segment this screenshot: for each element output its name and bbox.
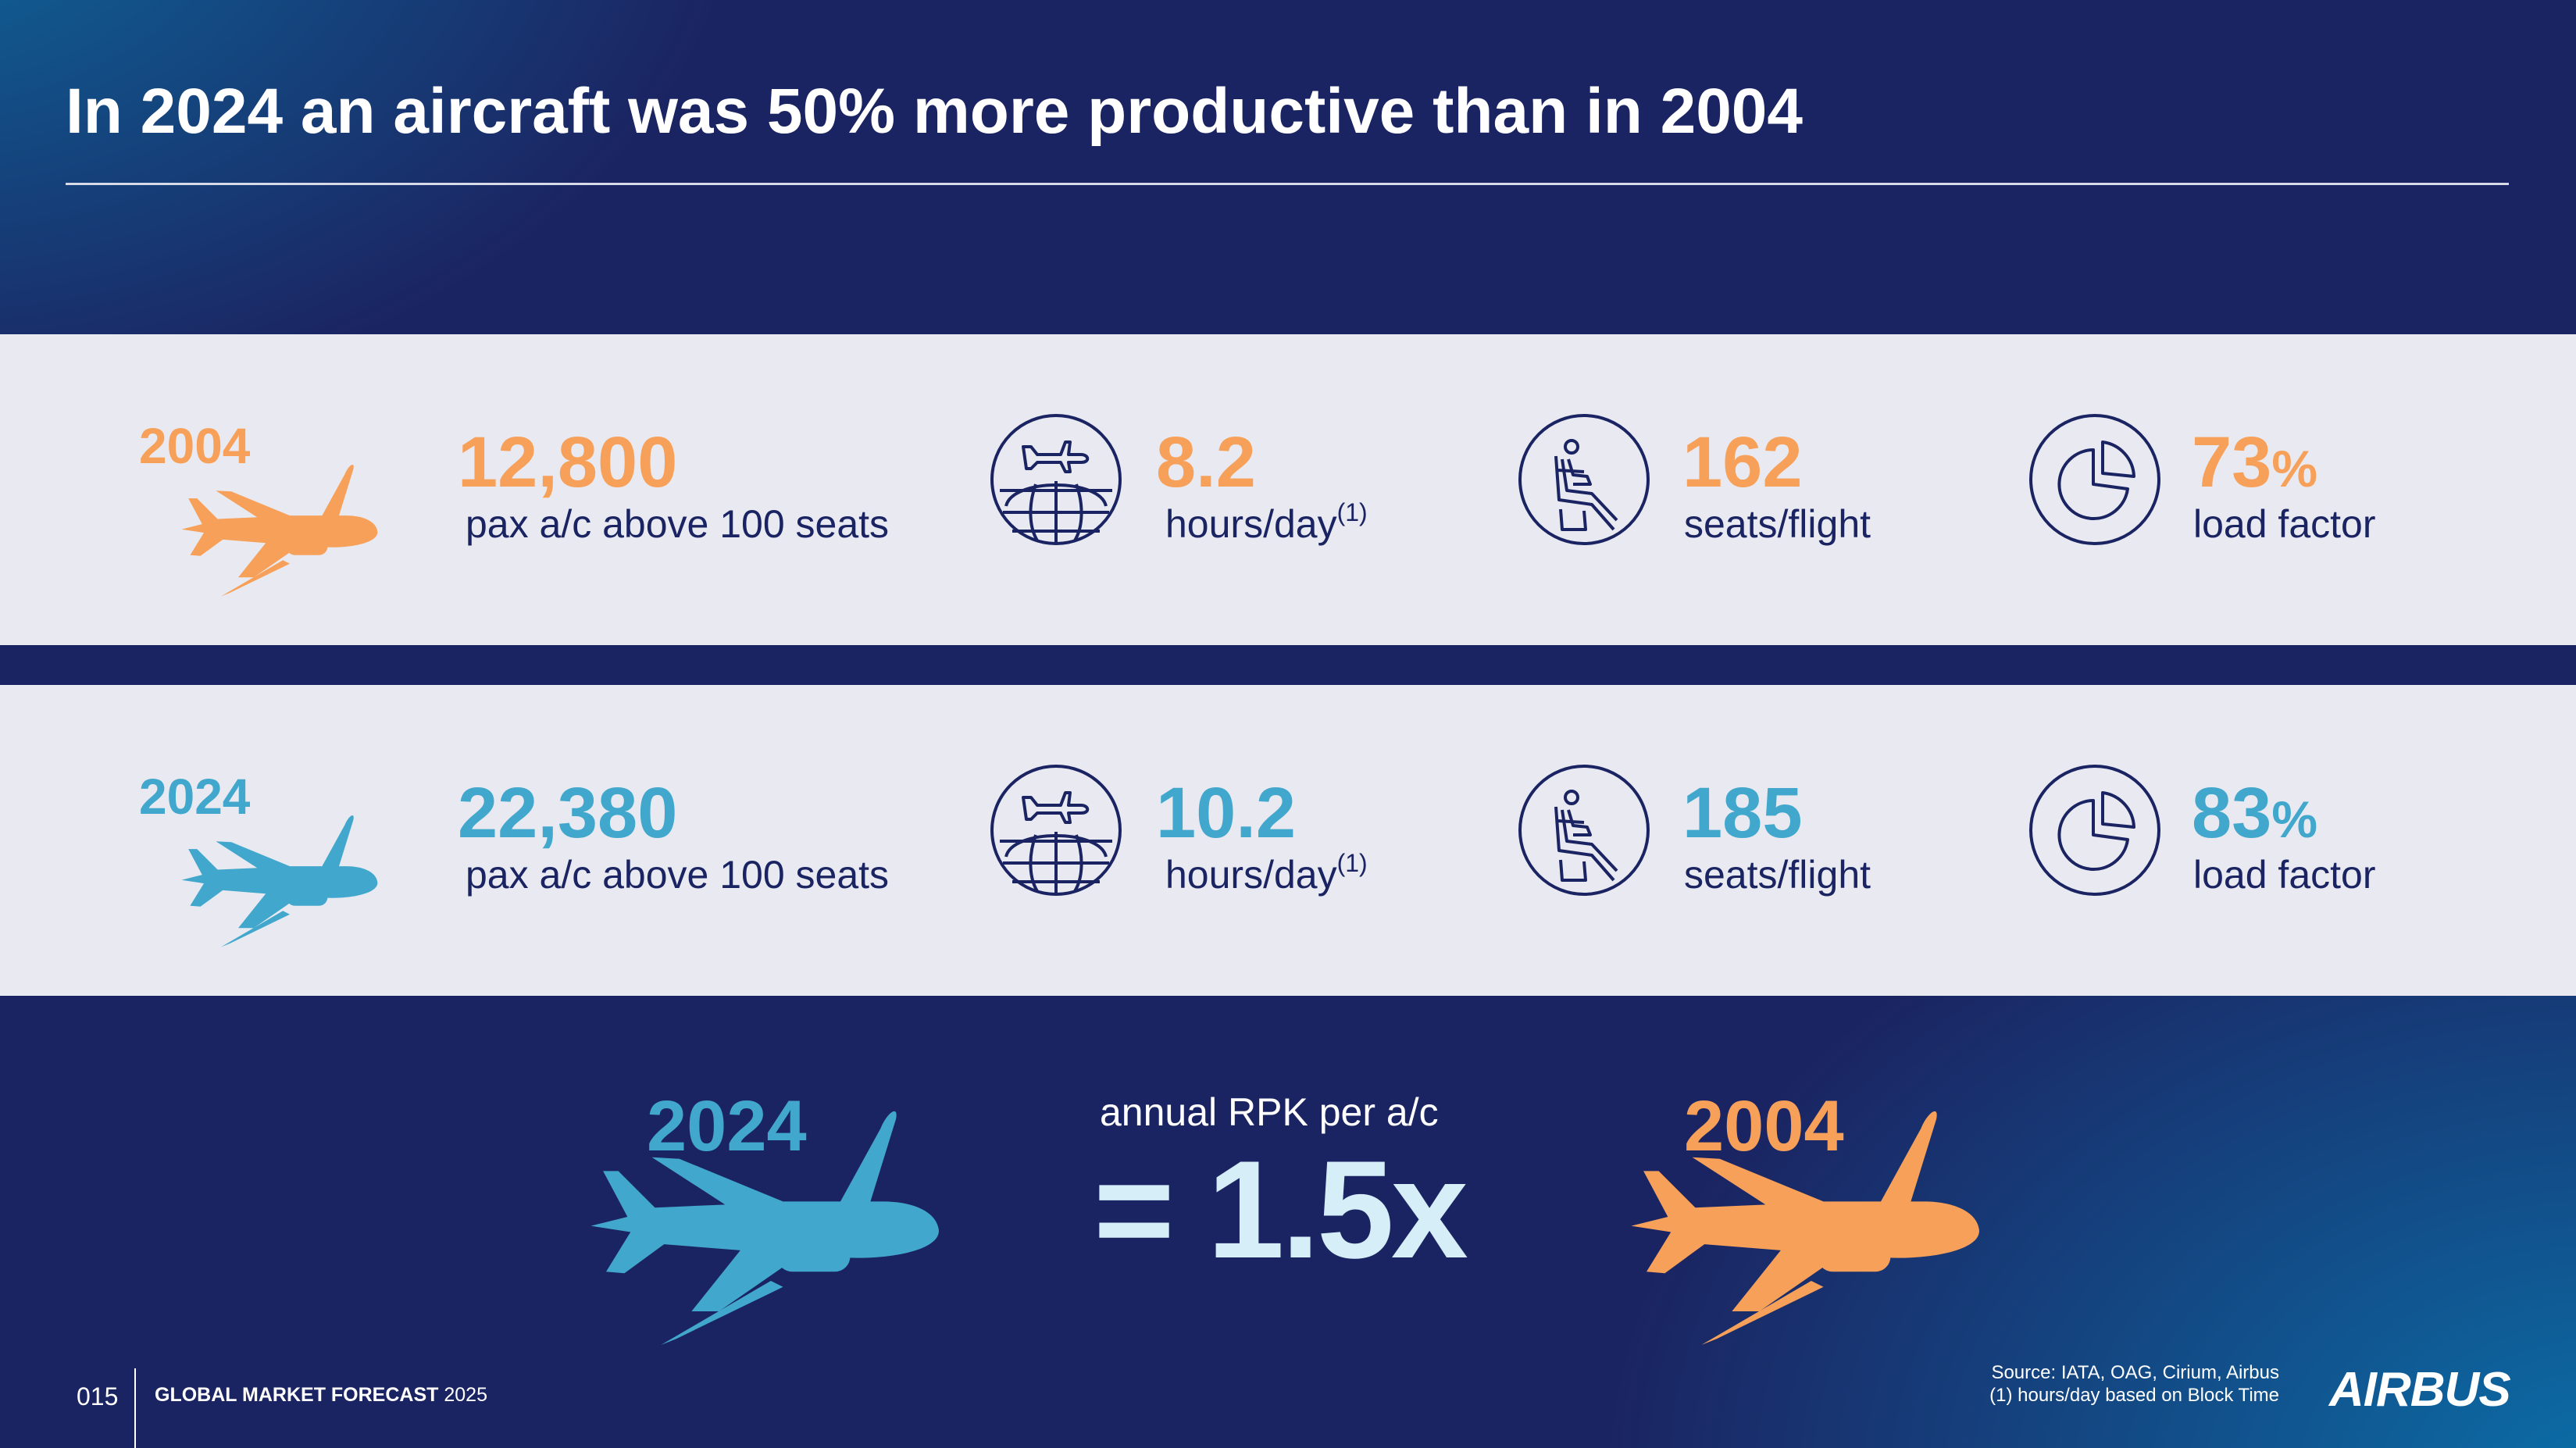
- publication-name: GLOBAL MARKET FORECAST 2025: [155, 1384, 487, 1406]
- pie-chart-icon: [2028, 763, 2162, 897]
- seats-value: 185: [1682, 773, 1803, 853]
- footnote-line: (1) hours/day based on Block Time: [1989, 1385, 2279, 1406]
- load-value: 73%: [2192, 423, 2318, 502]
- page-number: 015: [77, 1382, 119, 1411]
- load-label: load factor: [2193, 853, 2376, 897]
- row-year: 2004: [139, 418, 251, 474]
- source-line: Source: IATA, OAG, Cirium, Airbus: [1991, 1362, 2279, 1383]
- seats-value: 162: [1682, 423, 1803, 502]
- hours-label: hours/day(1): [1165, 849, 1368, 897]
- row-year: 2024: [139, 769, 251, 825]
- seat-icon: [1517, 763, 1651, 897]
- load-value: 83%: [2192, 773, 2318, 853]
- airbus-logo: AIRBUS: [2329, 1363, 2511, 1417]
- comparison-year-left: 2024: [647, 1086, 807, 1166]
- fleet-value: 22,380: [458, 773, 678, 853]
- comparison-year-right: 2004: [1684, 1086, 1844, 1166]
- pie-chart-icon: [2028, 412, 2162, 547]
- page-title: In 2024 an aircraft was 50% more product…: [66, 76, 1804, 147]
- fleet-value: 12,800: [458, 423, 678, 502]
- fleet-label: pax a/c above 100 seats: [466, 502, 890, 546]
- comparison-label: annual RPK per a/c: [1100, 1090, 1439, 1134]
- seat-icon: [1517, 412, 1651, 547]
- seats-label: seats/flight: [1684, 502, 1871, 546]
- comparison-value: = 1.5x: [1094, 1132, 1468, 1287]
- row-2004: 2004 12,800 pax a/c above 100 seats 8.2 …: [0, 334, 2576, 645]
- seats-label: seats/flight: [1684, 853, 1871, 897]
- hours-label: hours/day(1): [1165, 498, 1368, 546]
- airplane-icon: [178, 801, 384, 947]
- row-2024: 2024 22,380 pax a/c above 100 seats 10.2…: [0, 685, 2576, 996]
- source-note: Source: IATA, OAG, Cirium, Airbus (1) ho…: [1989, 1361, 2279, 1407]
- airplane-icon: [178, 450, 384, 597]
- globe-icon: [989, 412, 1123, 547]
- globe-icon: [989, 763, 1123, 897]
- hours-value: 8.2: [1156, 423, 1256, 502]
- footer-divider: [134, 1368, 136, 1448]
- hours-value: 10.2: [1156, 773, 1297, 853]
- fleet-label: pax a/c above 100 seats: [466, 853, 890, 897]
- load-label: load factor: [2193, 502, 2376, 546]
- title-divider: [66, 183, 2509, 185]
